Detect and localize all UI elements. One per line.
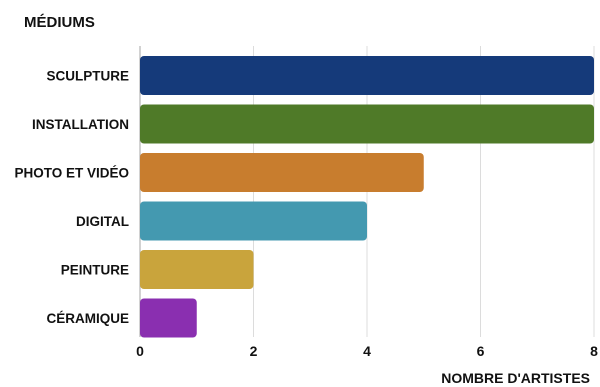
x-tick-labels: 0 2 4 6 8 (136, 343, 598, 359)
x-axis-label: NOMBRE D'ARTISTES (441, 370, 590, 386)
category-label: CÉRAMIQUE (46, 311, 129, 326)
category-label: DIGITAL (76, 214, 129, 229)
bars (140, 56, 594, 338)
x-tick-label: 8 (590, 343, 598, 359)
category-labels: SCULPTURE INSTALLATION PHOTO ET VIDÉO DIGIT… (14, 69, 129, 327)
x-tick-label: 6 (477, 343, 485, 359)
bar (140, 250, 254, 289)
chart-title: MÉDIUMS (24, 14, 95, 31)
bar (140, 104, 594, 144)
bar (140, 298, 197, 338)
bar (140, 201, 367, 241)
x-tick-label: 0 (136, 343, 144, 359)
x-tick-label: 4 (363, 343, 371, 359)
category-label: INSTALLATION (32, 117, 129, 132)
x-tick-label: 2 (250, 343, 258, 359)
category-label: SCULPTURE (46, 69, 129, 84)
bar (140, 153, 424, 192)
category-label: PEINTURE (61, 263, 129, 278)
bar (140, 56, 594, 95)
category-label: PHOTO ET VIDÉO (14, 166, 129, 181)
